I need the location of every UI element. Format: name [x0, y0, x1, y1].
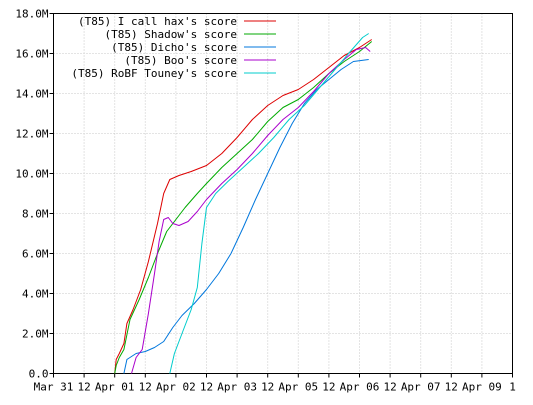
x-axis: Mar 31 12 Apr 01 12 Apr 02 12 Apr 03 12 Apr 05 12… [34, 373, 516, 394]
y-tick-label: 14.0M [15, 88, 48, 101]
series-line-5 [169, 33, 369, 374]
x-tick-label: 12 [139, 381, 152, 394]
x-tick-label: 12 [200, 381, 213, 394]
plot-area [53, 13, 513, 374]
x-tick-label: Apr 02 [156, 381, 196, 394]
y-tick-label: 2.0M [22, 328, 49, 341]
y-tick-label: 10.0M [15, 168, 48, 181]
x-tick-label: 12 [261, 381, 274, 394]
x-tick-label: 12 [383, 381, 396, 394]
grid [53, 13, 513, 374]
series-lines [114, 33, 373, 374]
x-tick-label: Apr 01 [95, 381, 135, 394]
legend-label: (T85) Boo's score [124, 54, 237, 67]
y-axis: 0.0 2.0M 4.0M 6.0M 8.0M 10.0M 12.0M 14.0M 16.0M 1… [15, 8, 54, 381]
x-tick-label: Apr 05 [278, 381, 318, 394]
legend-label: (T85) Dicho's score [111, 41, 237, 54]
legend-label: (T85) Shadow's score [105, 28, 237, 41]
legend: (T85) I call hax's score(T85) Shadow's s… [71, 15, 276, 80]
y-tick-label: 6.0M [22, 248, 49, 261]
x-tick-label: 12 [322, 381, 335, 394]
series-line-4 [131, 47, 371, 374]
x-tick-label: 12 [77, 381, 90, 394]
y-tick-label: 4.0M [22, 288, 49, 301]
x-tick-label: Apr 09 [462, 381, 502, 394]
y-tick-label: 8.0M [22, 208, 49, 221]
series-line-3 [123, 59, 369, 374]
x-tick-label: 12 [445, 381, 458, 394]
y-tick-label: 16.0M [15, 48, 48, 61]
legend-label: (T85) I call hax's score [78, 15, 237, 28]
x-tick-label: Apr 07 [401, 381, 441, 394]
x-tick-label: Mar 31 [34, 381, 74, 394]
x-tick-label: 1 [509, 381, 516, 394]
legend-label: (T85) RoBF Touney's score [71, 67, 237, 80]
series-line-2 [114, 41, 373, 374]
y-tick-label: 18.0M [15, 8, 48, 21]
y-tick-label: 0.0 [29, 368, 49, 381]
x-tick-label: Apr 06 [340, 381, 380, 394]
y-tick-label: 12.0M [15, 128, 48, 141]
series-line-1 [114, 39, 372, 374]
x-tick-label: Apr 03 [217, 381, 257, 394]
